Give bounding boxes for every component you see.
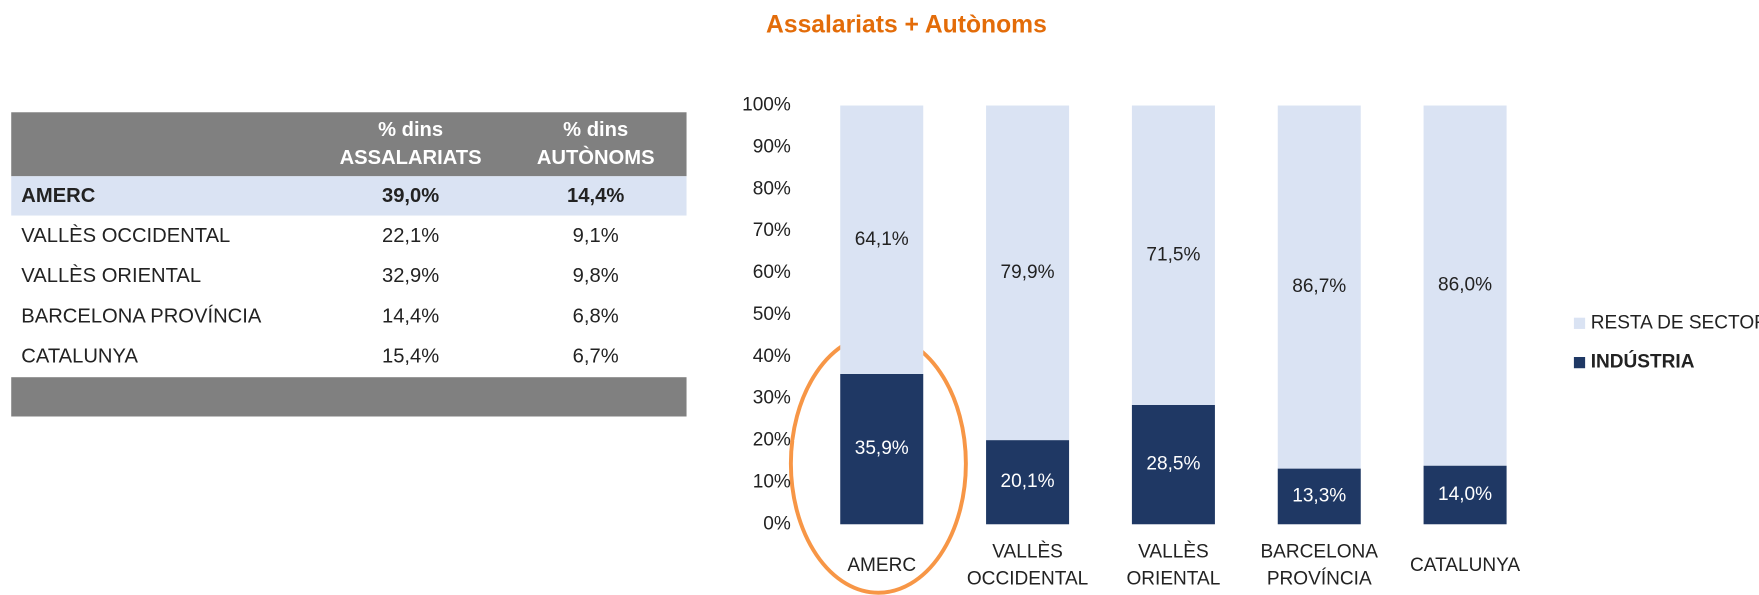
table-cell: 14,4% — [567, 185, 624, 207]
table-cell: 6,7% — [573, 346, 619, 368]
y-tick-label: 60% — [753, 262, 791, 283]
data-label: 86,7% — [1292, 276, 1346, 297]
table-cell: 22,1% — [382, 225, 439, 247]
bar-segment — [1131, 404, 1215, 525]
y-tick-label: 10% — [753, 471, 791, 492]
table-header: % dins AUTÒNOMS — [537, 119, 655, 169]
bar-segment — [1423, 465, 1507, 525]
table-cell: 39,0% — [382, 185, 439, 207]
row-label: VALLÈS ORIENTAL — [21, 264, 201, 287]
data-label: 28,5% — [1146, 454, 1200, 475]
data-label: 71,5% — [1146, 244, 1200, 265]
bar-segment — [1277, 468, 1361, 525]
row-label: AMERC — [21, 185, 95, 207]
y-tick-label: 40% — [753, 346, 791, 367]
y-tick-label: 30% — [753, 388, 791, 409]
y-tick-label: 80% — [753, 178, 791, 199]
data-label: 35,9% — [855, 438, 909, 459]
y-tick-label: 50% — [753, 304, 791, 325]
data-label: 86,0% — [1438, 275, 1492, 296]
table-cell: 9,8% — [573, 265, 619, 287]
data-label: 20,1% — [1001, 471, 1055, 492]
data-label: 13,3% — [1292, 485, 1346, 506]
table-header: % dins ASSALARIATS — [340, 119, 482, 169]
row-label: VALLÈS OCCIDENTAL — [21, 224, 230, 247]
x-tick-label: CATALUNYA — [1410, 555, 1520, 576]
legend-label: INDÚSTRIA — [1591, 351, 1695, 373]
chart-title: Assalariats + Autònoms — [766, 11, 1047, 38]
legend-swatch — [1573, 357, 1586, 369]
y-tick-label: 90% — [753, 136, 791, 157]
y-tick-label: 0% — [763, 513, 791, 534]
legend-label: RESTA DE SECTORS — [1591, 312, 1759, 333]
table-cell: 15,4% — [382, 346, 439, 368]
y-tick-label: 70% — [753, 220, 791, 241]
data-label: 64,1% — [855, 229, 909, 250]
bar-segment — [1131, 105, 1215, 405]
x-tick-label: VALLÈS OCCIDENTAL — [967, 541, 1088, 589]
x-tick-label: BARCELONA PROVÍNCIA — [1260, 541, 1378, 589]
highlight-row-bg — [11, 176, 687, 216]
row-label: BARCELONA PROVÍNCIA — [21, 304, 262, 327]
y-tick-label: 100% — [742, 95, 791, 116]
table-cell: 6,8% — [573, 305, 619, 327]
y-tick-label: 20% — [753, 430, 791, 451]
data-label: 14,0% — [1438, 484, 1492, 505]
x-tick-label: AMERC — [847, 555, 916, 576]
bar-segment — [840, 105, 924, 374]
bar-segment — [986, 105, 1070, 441]
bar-segment — [1423, 105, 1507, 466]
row-label: CATALUNYA — [21, 346, 138, 368]
x-tick-label: VALLÈS ORIENTAL — [1126, 541, 1220, 589]
table-cell: 14,4% — [382, 305, 439, 327]
bar-segment — [1277, 105, 1361, 469]
table-header-bg — [11, 112, 687, 177]
table-footer-bg — [11, 377, 687, 417]
table-cell: 32,9% — [382, 265, 439, 287]
bar-segment — [986, 440, 1070, 525]
table-cell: 9,1% — [573, 225, 619, 247]
legend-swatch — [1573, 317, 1586, 329]
data-label: 79,9% — [1001, 262, 1055, 283]
bar-segment — [840, 373, 924, 525]
